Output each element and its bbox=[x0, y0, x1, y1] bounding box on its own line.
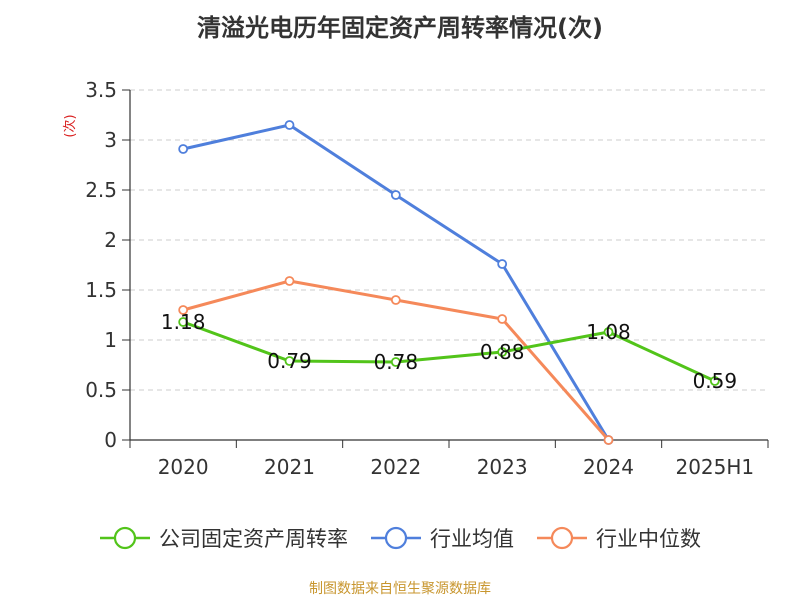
source-note: 制图数据来自恒生聚源数据库 bbox=[309, 581, 491, 597]
y-axis-label: (次) bbox=[62, 114, 78, 137]
data-point bbox=[178, 317, 189, 327]
legend-marker-icon bbox=[537, 526, 587, 550]
data-label: 1.18 bbox=[161, 310, 206, 334]
y-tick-label: 0 bbox=[104, 428, 117, 452]
series-line bbox=[182, 320, 716, 383]
y-tick-label: 2 bbox=[104, 228, 117, 252]
data-point bbox=[284, 120, 295, 130]
legend-circle bbox=[384, 526, 408, 550]
data-point bbox=[390, 295, 401, 305]
legend-marker-icon bbox=[100, 526, 150, 550]
legend-marker-icon bbox=[371, 526, 421, 550]
chart-title: 清溢光电历年固定资产周转率情况(次) bbox=[197, 14, 603, 42]
y-tick-label: 0.5 bbox=[85, 378, 117, 402]
legend: 公司固定资产周转率 行业均值 行业中位数 bbox=[0, 518, 800, 558]
data-point bbox=[284, 276, 295, 286]
x-tick-label: 2024 bbox=[583, 455, 634, 479]
data-point bbox=[497, 259, 508, 269]
data-point bbox=[497, 314, 508, 324]
legend-circle bbox=[550, 526, 574, 550]
legend-item[interactable]: 行业中位数 bbox=[536, 523, 701, 553]
y-tick-label: 3 bbox=[104, 128, 117, 152]
data-point bbox=[390, 357, 401, 367]
data-point bbox=[603, 327, 614, 337]
data-point bbox=[390, 190, 401, 200]
x-tick-label: 2023 bbox=[477, 455, 528, 479]
legend-label: 行业均值 bbox=[430, 527, 514, 551]
data-point bbox=[497, 347, 508, 357]
legend-label: 公司固定资产周转率 bbox=[159, 527, 348, 551]
legend-circle bbox=[113, 526, 137, 550]
data-label: 0.88 bbox=[480, 340, 525, 364]
data-label: 1.08 bbox=[586, 320, 631, 344]
data-label: 0.78 bbox=[374, 350, 419, 374]
legend-item[interactable]: 行业均值 bbox=[370, 523, 514, 553]
x-tick-label: 2025H1 bbox=[675, 455, 754, 479]
legend-item[interactable]: 公司固定资产周转率 bbox=[99, 523, 348, 553]
data-point bbox=[178, 305, 189, 315]
series-line bbox=[182, 123, 610, 441]
y-tick-label: 2.5 bbox=[85, 178, 117, 202]
data-label: 0.59 bbox=[693, 369, 738, 393]
data-label: 0.79 bbox=[267, 349, 312, 373]
y-tick-label: 3.5 bbox=[85, 78, 117, 102]
data-point bbox=[284, 356, 295, 366]
x-tick-label: 2020 bbox=[158, 455, 209, 479]
legend-label: 行业中位数 bbox=[596, 527, 701, 551]
y-tick-label: 1.5 bbox=[85, 278, 117, 302]
y-tick-label: 1 bbox=[104, 328, 117, 352]
data-point bbox=[709, 376, 720, 386]
x-tick-label: 2021 bbox=[264, 455, 315, 479]
data-point bbox=[603, 435, 614, 445]
data-point bbox=[178, 144, 189, 154]
x-tick-label: 2022 bbox=[370, 455, 421, 479]
